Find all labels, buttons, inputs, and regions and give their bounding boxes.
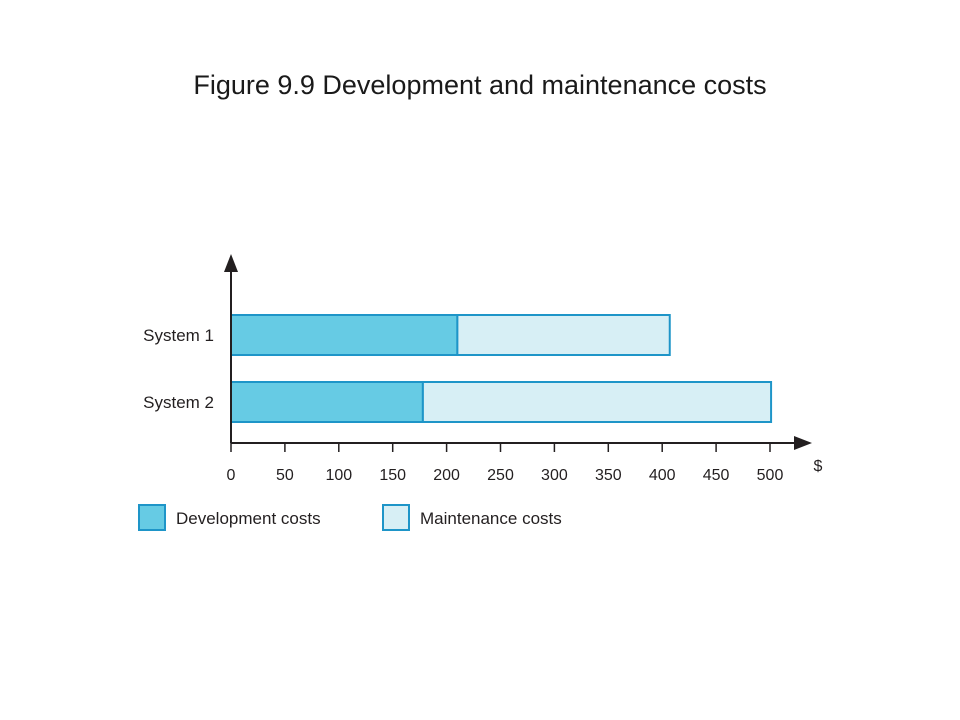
- legend-swatch-development: [138, 504, 166, 531]
- category-labels: System 1 System 2: [143, 326, 214, 412]
- category-label: System 2: [143, 393, 214, 412]
- legend: Development costs Maintenance costs: [138, 504, 562, 531]
- x-tick-label: 350: [595, 467, 622, 484]
- x-tick-label: 500: [757, 467, 784, 484]
- bar-maintenance-system-1: [456, 314, 671, 356]
- category-label: System 1: [143, 326, 214, 345]
- axes: [224, 254, 812, 450]
- x-ticks: 0 50 100 150 200 250 300 350 400 450 500 $: [227, 443, 823, 484]
- y-axis-arrowhead: [224, 254, 238, 272]
- x-tick-label: 0: [227, 467, 236, 484]
- x-tick-label: 300: [541, 467, 568, 484]
- bar-group: [230, 314, 773, 423]
- x-tick-label: 50: [276, 467, 294, 484]
- bar-maintenance-system-2: [421, 381, 773, 423]
- legend-label-maintenance: Maintenance costs: [420, 509, 562, 528]
- x-tick-label: 250: [487, 467, 514, 484]
- figure-title: Figure 9.9 Development and maintenance c…: [193, 70, 767, 100]
- x-axis-arrowhead: [794, 436, 812, 450]
- x-tick-label: 100: [325, 467, 352, 484]
- x-tick-label: 150: [379, 467, 406, 484]
- bar-development-system-1: [230, 314, 459, 356]
- legend-label-development: Development costs: [176, 509, 321, 528]
- x-tick-label: 450: [703, 467, 730, 484]
- x-tick-label: 400: [649, 467, 676, 484]
- x-axis-unit-label: $: [814, 458, 823, 475]
- x-tick-label: 200: [433, 467, 460, 484]
- legend-swatch-maintenance: [382, 504, 410, 531]
- bar-development-system-2: [230, 381, 424, 423]
